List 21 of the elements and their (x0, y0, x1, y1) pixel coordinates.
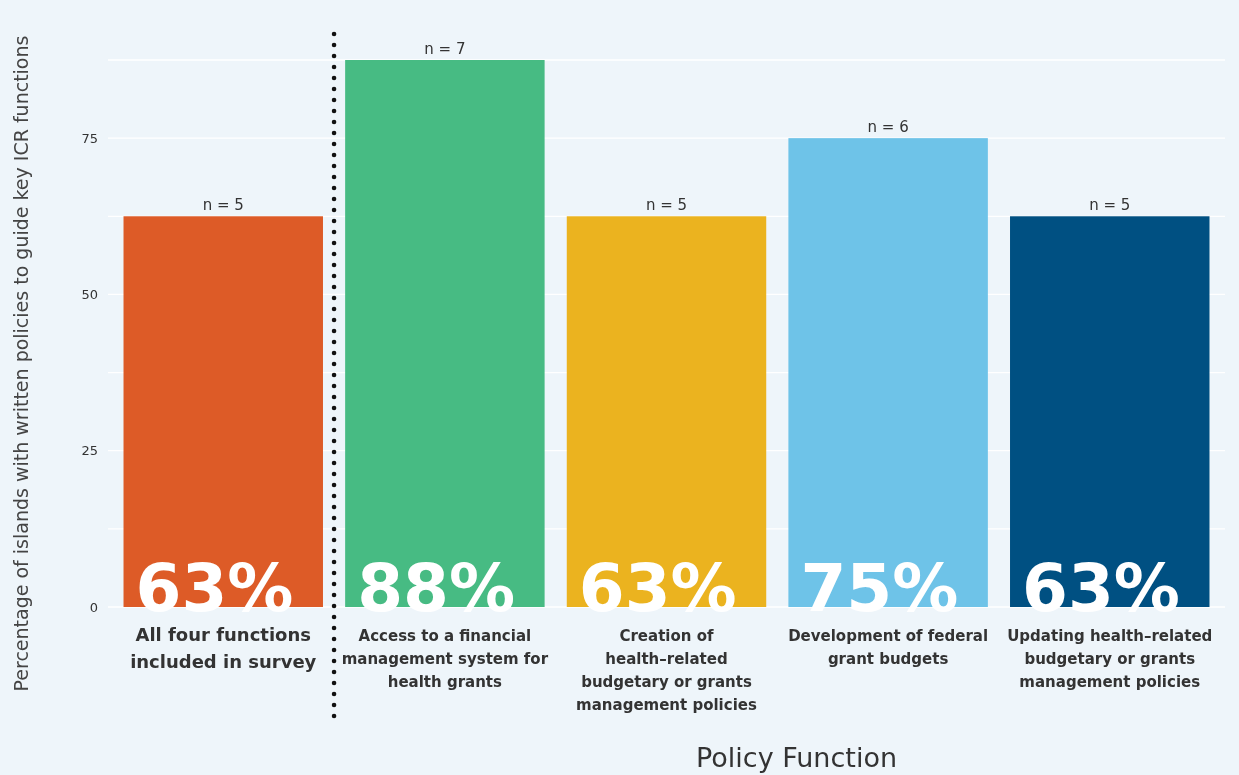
x-tick-label: Updating health–related budgetary or grants management policies (1007, 627, 1213, 691)
data-label: 63% (1022, 550, 1181, 627)
x-tick-label: Access to a financial management system for health grants (341, 627, 549, 691)
y-tick-label: 25 (81, 443, 98, 459)
annotation: n = 5 (645, 196, 688, 215)
annotation: n = 5 (202, 196, 244, 215)
data-label: 63% (578, 550, 737, 627)
y-tick-label: 50 (81, 286, 98, 302)
data-label: 88% (357, 550, 516, 627)
x-axis-title: Policy Function (695, 742, 898, 773)
annotation: n = 6 (867, 118, 909, 137)
y-tick-label: 75 (81, 130, 98, 146)
y-tick-label: 0 (89, 599, 98, 615)
annotation: n = 7 (424, 40, 466, 58)
x-tick-label: Development of federal grant budgets (788, 627, 989, 668)
x-tick-label: Creation of health–related budgetary or grants management policies (576, 627, 757, 714)
data-label: 75% (800, 550, 959, 627)
x-tick-label: All four functions included in survey (130, 624, 317, 672)
y-axis-title: Percentage of islands with written policies to guide key ICR functions (10, 35, 32, 692)
data-label: 63% (135, 550, 294, 627)
annotation: n = 5 (1089, 196, 1131, 215)
